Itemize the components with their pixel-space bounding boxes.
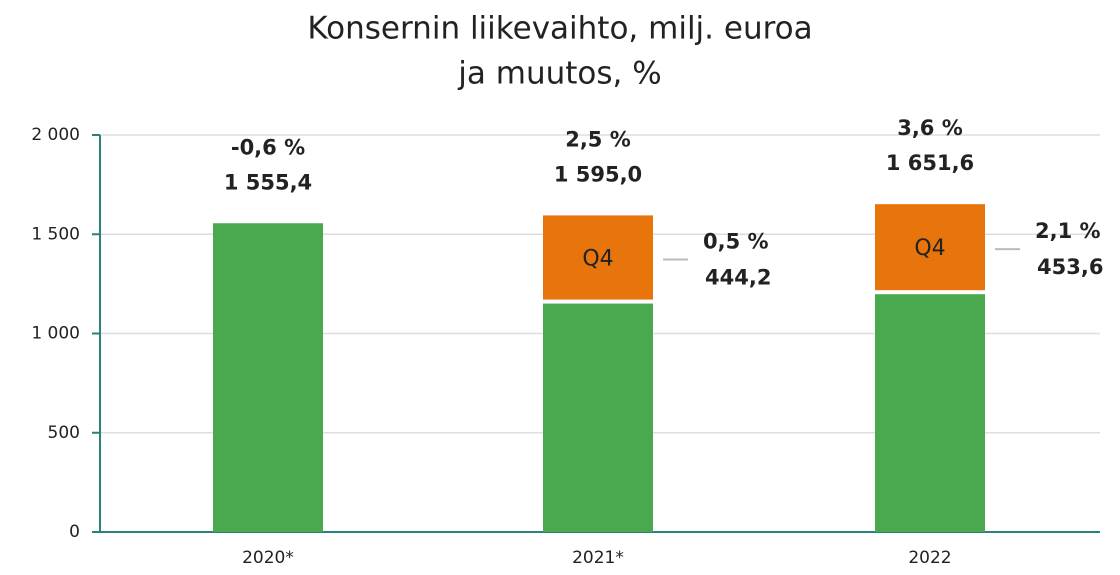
- q4-change-label: 0,5 %: [703, 229, 769, 253]
- change-label: 2,5 %: [565, 127, 631, 151]
- q4-value-label: 444,2: [705, 265, 771, 289]
- chart-subtitle: ja muutos, %: [457, 56, 661, 92]
- x-tick-label: 2021*: [572, 548, 624, 568]
- bar-segment: [213, 223, 323, 532]
- segment-label: Q4: [582, 246, 613, 271]
- total-label: 1 595,0: [554, 162, 642, 186]
- segment-label: Q4: [914, 236, 945, 261]
- change-label: 3,6 %: [897, 116, 963, 140]
- y-tick-label: 2 000: [31, 125, 80, 145]
- y-tick-label: 1 000: [31, 324, 80, 344]
- bar-segment: [875, 204, 985, 291]
- bar-segment: [543, 215, 653, 300]
- total-label: 1 651,6: [886, 151, 974, 175]
- bar-segment: [875, 294, 985, 532]
- change-label: -0,6 %: [231, 135, 305, 159]
- bar-segment: [543, 303, 653, 532]
- y-tick-label: 1 500: [31, 224, 80, 244]
- q4-value-label: 453,6: [1037, 255, 1103, 279]
- y-tick-label: 0: [69, 522, 80, 542]
- q4-change-label: 2,1 %: [1035, 219, 1101, 243]
- x-tick-label: 2020*: [242, 548, 294, 568]
- y-tick-label: 500: [48, 423, 80, 443]
- x-tick-label: 2022: [908, 548, 951, 568]
- chart-title: Konsernin liikevaihto, milj. euroa: [307, 11, 812, 47]
- total-label: 1 555,4: [224, 170, 312, 194]
